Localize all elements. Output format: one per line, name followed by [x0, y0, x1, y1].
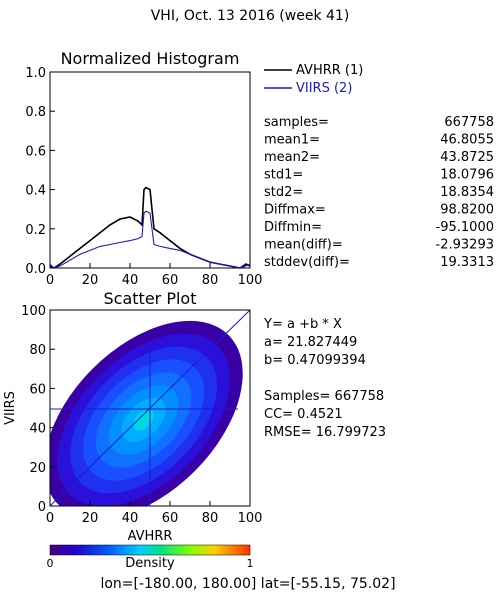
scatter-xlabel: AVHRR: [128, 529, 173, 544]
regression-a: a= 21.827449: [264, 335, 357, 350]
hist-ytick-label: 0.2: [25, 223, 46, 238]
stat-name: mean2=: [264, 150, 320, 165]
colorbar: 0 Density 1: [47, 544, 254, 571]
density-contour: [133, 409, 154, 431]
scatter-plot-area: [50, 310, 250, 506]
statistics-table: samples= 667758 mean1= 46.8055 mean2= 43.8725…: [264, 115, 494, 270]
hist-ytick-label: 0.8: [25, 105, 46, 120]
stat-value: 19.3313: [440, 255, 494, 270]
regression-rmse: RMSE= 16.799723: [264, 425, 386, 440]
hist-xtick-label: 20: [82, 273, 99, 288]
stat-name: stddev(diff)=: [264, 255, 350, 270]
scatter-ytick-label: 80: [29, 343, 46, 358]
scatter-xtick-label: 60: [162, 511, 179, 526]
page-title: VHI, Oct. 13 2016 (week 41): [151, 8, 350, 24]
scatter-ytick-label: 60: [29, 382, 46, 397]
histogram-title: Normalized Histogram: [61, 49, 240, 68]
scatter-ytick-label: 0: [38, 500, 46, 515]
scatter-frame: [49, 309, 251, 507]
colorbar-label: Density: [125, 556, 175, 571]
histogram-frame: [49, 71, 251, 269]
legend-label-avhrr: AVHRR (1): [296, 63, 363, 78]
stat-name: samples=: [264, 115, 329, 130]
hist-ytick-label: 1.0: [25, 66, 46, 81]
stat-name: std2=: [264, 185, 303, 200]
hist-xtick-label: 60: [162, 273, 179, 288]
hist-series-viirs: [49, 210, 251, 269]
stat-name: mean1=: [264, 133, 320, 148]
legend-label-viirs: VIIRS (2): [296, 81, 352, 96]
hist-ytick-label: 0.0: [25, 262, 46, 277]
hist-ytick-label: 0.4: [25, 184, 46, 199]
stat-name: Diffmax=: [264, 203, 326, 218]
stat-value: 43.8725: [440, 150, 494, 165]
scatter-xtick-label: 100: [238, 511, 263, 526]
colorbar-min-label: 0: [47, 557, 54, 570]
hist-xtick-label: 80: [202, 273, 219, 288]
stat-value: 18.8354: [440, 185, 494, 200]
histogram-ticks: 0 20 40 60 80 100 0.0 0.2 0.4 0.6 0.8 1.0: [25, 66, 262, 288]
histogram-legend: AVHRR (1) VIIRS (2): [264, 63, 363, 96]
scatter-ytick-label: 100: [21, 304, 46, 319]
regression-b: b= 0.47099394: [264, 353, 366, 368]
stat-name: Diffmin=: [264, 220, 322, 235]
stat-name: std1=: [264, 168, 303, 183]
scatter-ytick-label: 40: [29, 422, 46, 437]
colorbar-gradient: [49, 544, 251, 556]
stat-value: -95.1000: [436, 220, 494, 235]
scatter-panel: Scatter Plot 0 20 40 60 80 100 0 20 40 60 80 100 AV…: [3, 289, 386, 544]
regression-samples: Samples= 667758: [264, 389, 384, 404]
regression-info: Y= a +b * X a= 21.827449 b= 0.47099394 S…: [263, 317, 386, 440]
hist-xtick-label: 40: [122, 273, 139, 288]
scatter-xtick-label: 40: [122, 511, 139, 526]
stat-value: 46.8055: [440, 133, 494, 148]
hist-series-avhrr: [49, 186, 251, 269]
stat-value: -2.93293: [436, 238, 494, 253]
hist-xtick-label: 100: [238, 273, 263, 288]
scatter-xtick-label: 20: [82, 511, 99, 526]
colorbar-max-label: 1: [247, 557, 254, 570]
footer-extent: lon=[-180.00, 180.00] lat=[-55.15, 75.02…: [100, 576, 395, 592]
stat-value: 18.0796: [440, 168, 494, 183]
hist-ytick-label: 0.6: [25, 144, 46, 159]
scatter-ticks: 0 20 40 60 80 100 0 20 40 60 80 100: [21, 304, 262, 526]
regression-cc: CC= 0.4521: [264, 407, 343, 422]
stat-value: 98.8200: [440, 203, 494, 218]
scatter-ytick-label: 20: [29, 461, 46, 476]
stat-value: 667758: [444, 115, 494, 130]
histogram-lines: [49, 186, 251, 269]
regression-equation: Y= a +b * X: [263, 317, 342, 332]
scatter-title: Scatter Plot: [104, 289, 197, 308]
hist-xtick-label: 0: [46, 273, 54, 288]
scatter-density-cloud: [50, 320, 243, 506]
histogram-panel: Normalized Histogram 0 20 40 60 80 1000.00.20…: [25, 49, 494, 288]
scatter-xtick-label: 80: [202, 511, 219, 526]
scatter-ylabel: VIIRS: [3, 391, 18, 425]
stat-name: mean(diff)=: [264, 238, 343, 253]
scatter-xtick-label: 0: [46, 511, 54, 526]
